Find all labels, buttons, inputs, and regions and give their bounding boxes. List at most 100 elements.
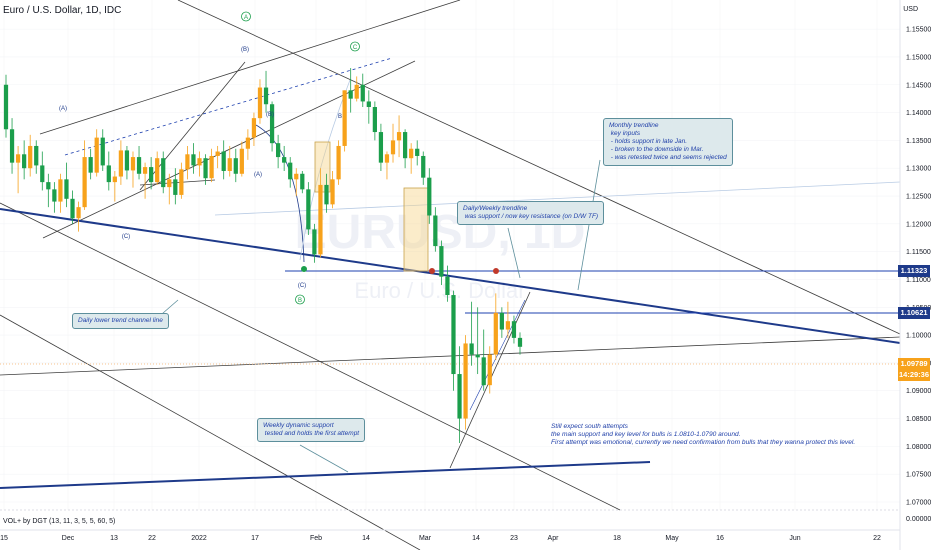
candle[interactable] xyxy=(469,301,474,366)
candle[interactable] xyxy=(22,140,27,180)
candle[interactable] xyxy=(402,129,408,169)
candle[interactable] xyxy=(481,329,486,391)
wave-label: (A) xyxy=(59,106,67,112)
candle[interactable] xyxy=(257,79,263,124)
indicator-label[interactable]: VOL+ by DGT (13, 11, 3, 5, 5, 60, 5) xyxy=(3,518,116,525)
candle[interactable] xyxy=(318,168,323,258)
candle[interactable] xyxy=(203,154,208,185)
candle[interactable] xyxy=(493,293,498,361)
candle[interactable] xyxy=(269,101,275,152)
candle[interactable] xyxy=(221,140,226,180)
candle[interactable] xyxy=(499,307,504,338)
candle[interactable] xyxy=(263,70,269,113)
wave-label: (B) xyxy=(266,112,274,118)
candle[interactable] xyxy=(276,134,281,169)
candle[interactable] xyxy=(330,170,335,209)
candle[interactable] xyxy=(9,118,15,174)
candle[interactable] xyxy=(52,182,57,213)
candle[interactable] xyxy=(354,76,359,102)
candle[interactable] xyxy=(245,129,250,160)
candle[interactable] xyxy=(15,145,21,194)
candle[interactable] xyxy=(149,157,154,190)
candle[interactable] xyxy=(130,151,136,188)
candle[interactable] xyxy=(372,101,377,141)
candle[interactable] xyxy=(46,173,51,208)
wave-label: B xyxy=(298,298,302,304)
candle[interactable] xyxy=(197,151,202,177)
y-tick-label: 1.13000 xyxy=(906,166,931,173)
candle[interactable] xyxy=(511,315,517,344)
candle[interactable] xyxy=(76,201,81,232)
candle[interactable] xyxy=(390,123,396,163)
x-tick-label: 13 xyxy=(110,535,118,542)
candle[interactable] xyxy=(487,346,492,394)
wave-circle xyxy=(350,41,360,52)
candle[interactable] xyxy=(300,170,305,194)
candle[interactable] xyxy=(179,162,184,199)
x-tick-label: 15 xyxy=(0,535,8,542)
candle[interactable] xyxy=(124,145,130,180)
candle[interactable] xyxy=(282,145,287,171)
candle[interactable] xyxy=(294,168,299,197)
candle[interactable] xyxy=(451,290,456,391)
candle[interactable] xyxy=(421,151,426,185)
candle[interactable] xyxy=(427,168,432,224)
candle[interactable] xyxy=(439,240,444,286)
candle[interactable] xyxy=(136,145,142,180)
candle[interactable] xyxy=(142,162,148,199)
y-tick-label: 1.11500 xyxy=(906,249,931,256)
candle[interactable] xyxy=(118,140,124,185)
candle[interactable] xyxy=(161,151,166,194)
candle[interactable] xyxy=(396,115,402,158)
candle[interactable] xyxy=(306,182,311,235)
candle[interactable] xyxy=(82,140,87,210)
candle[interactable] xyxy=(173,168,178,205)
candle[interactable] xyxy=(215,145,220,169)
candle[interactable] xyxy=(463,335,468,430)
candle[interactable] xyxy=(457,346,462,444)
candle[interactable] xyxy=(239,141,244,177)
candle[interactable] xyxy=(209,148,214,183)
candle[interactable] xyxy=(112,170,117,202)
candle[interactable] xyxy=(348,68,353,113)
candle[interactable] xyxy=(100,129,105,171)
candle[interactable] xyxy=(251,112,257,146)
candle[interactable] xyxy=(227,145,232,177)
candle[interactable] xyxy=(360,73,365,108)
candle[interactable] xyxy=(233,148,238,183)
candle[interactable] xyxy=(415,140,420,166)
y-tick-label: 1.11000 xyxy=(906,277,931,284)
callout-daily-weekly-trendline: Daily/Weekly trendline was support / now… xyxy=(457,201,605,225)
candle[interactable] xyxy=(167,173,172,205)
candle[interactable] xyxy=(3,74,9,138)
candle[interactable] xyxy=(155,151,160,185)
candle[interactable] xyxy=(505,301,511,338)
long-shallow-line xyxy=(0,336,901,376)
candle[interactable] xyxy=(70,190,75,224)
candle[interactable] xyxy=(366,90,371,124)
candle[interactable] xyxy=(445,265,450,302)
candle[interactable] xyxy=(64,162,69,208)
candle[interactable] xyxy=(28,134,33,177)
candle[interactable] xyxy=(94,129,99,177)
callout-pointer-monthly xyxy=(577,159,601,291)
candle[interactable] xyxy=(324,173,329,213)
candle[interactable] xyxy=(312,223,317,263)
candle[interactable] xyxy=(88,148,93,180)
candle[interactable] xyxy=(58,173,63,213)
candle[interactable] xyxy=(475,307,480,375)
candle[interactable] xyxy=(433,207,438,252)
candle[interactable] xyxy=(34,140,39,174)
candle[interactable] xyxy=(191,143,196,174)
candle[interactable] xyxy=(336,140,341,185)
candle[interactable] xyxy=(288,157,293,188)
candle[interactable] xyxy=(40,151,45,191)
candle[interactable] xyxy=(409,143,414,174)
candle[interactable] xyxy=(517,332,523,355)
candle[interactable] xyxy=(384,151,390,180)
candle[interactable] xyxy=(185,145,190,180)
candle[interactable] xyxy=(378,123,384,171)
candle[interactable] xyxy=(342,90,347,152)
candle[interactable] xyxy=(106,151,111,191)
